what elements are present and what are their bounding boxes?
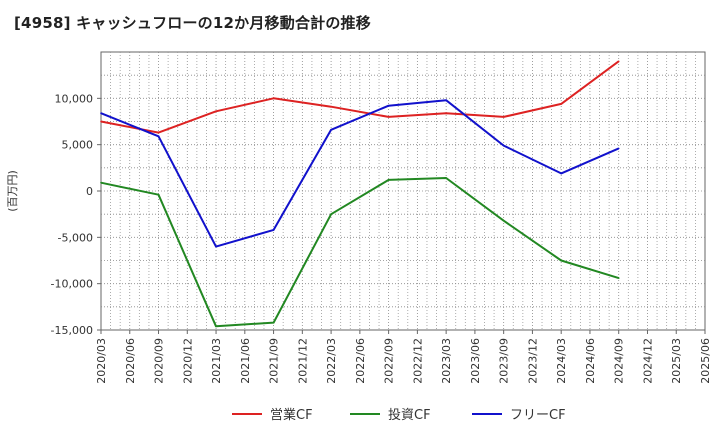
data-point: [617, 277, 620, 279]
x-tick-label: 2021/03: [210, 338, 223, 384]
legend-label-2: 投資CF: [388, 407, 431, 423]
y-tick-label: 10,000: [55, 92, 94, 105]
axes: 10,000 5,000 0 -5,000 -10,000 -15,000 (百万円) 202…: [6, 92, 712, 383]
data-point: [330, 213, 332, 215]
data-point: [272, 229, 275, 231]
legend: 営業CF 投資CF フリーCF: [232, 407, 566, 423]
legend-label-1: 営業CF: [270, 407, 313, 423]
y-tick-label: -10,000: [51, 278, 93, 291]
y-tick-label: -15,000: [51, 324, 93, 337]
x-tick-label: 2023/06: [469, 338, 482, 384]
data-point: [387, 116, 390, 118]
x-tick-label: 2023/09: [498, 338, 511, 384]
x-tick-label: 2024/12: [641, 338, 654, 384]
x-tick-label: 2022/03: [325, 338, 338, 384]
x-tick-label: 2023/12: [526, 338, 539, 384]
x-tick-label: 2024/06: [584, 338, 597, 384]
data-point: [215, 245, 217, 248]
x-tick-label: 2022/06: [354, 338, 367, 384]
y-axis-label: (百万円): [6, 170, 19, 212]
x-tick-label: 2020/06: [124, 338, 137, 384]
y-tick-label: 0: [86, 185, 93, 198]
data-point: [387, 179, 390, 181]
data-point: [157, 193, 160, 196]
x-tick-label: 2025/03: [670, 338, 683, 384]
data-point: [100, 120, 102, 123]
data-point: [560, 103, 562, 105]
data-point: [502, 219, 505, 222]
series-line-3: [100, 99, 620, 248]
data-point: [445, 177, 447, 179]
x-tick-label: 2021/09: [268, 338, 281, 384]
x-tick-label: 2022/12: [411, 338, 424, 384]
x-tick-label: 2020/12: [181, 338, 194, 384]
x-tick-label: 2024/03: [555, 338, 568, 384]
data-point: [445, 99, 447, 101]
x-tick-label: 2025/06: [699, 338, 712, 384]
x-tick-label: 2022/09: [383, 338, 396, 384]
series-line-2: [100, 177, 619, 328]
data-point: [272, 321, 275, 324]
data-point: [502, 116, 505, 118]
data-point: [272, 97, 275, 100]
x-tick-label: 2023/03: [440, 338, 453, 384]
x-tick-label: 2020/03: [95, 338, 108, 384]
grid: [100, 51, 706, 331]
data-point: [100, 181, 102, 184]
data-point: [157, 135, 160, 138]
data-point: [560, 259, 562, 262]
x-tick-label: 2024/09: [613, 338, 626, 384]
series: [100, 60, 620, 328]
data-point: [330, 105, 332, 108]
chart-title: [4958] キャッシュフローの12か月移動合計の推移: [14, 14, 371, 32]
data-point: [445, 112, 447, 114]
data-point: [215, 110, 217, 113]
series-line-1: [100, 60, 620, 134]
y-tick-label: 5,000: [62, 139, 94, 152]
legend-label-3: フリーCF: [510, 408, 566, 423]
data-point: [502, 144, 505, 147]
data-point: [330, 129, 332, 131]
data-point: [157, 131, 160, 134]
data-point: [617, 60, 620, 63]
y-tick-label: -5,000: [58, 231, 93, 244]
data-point: [560, 172, 562, 175]
x-tick-label: 2021/06: [239, 338, 252, 384]
data-point: [215, 325, 217, 328]
data-point: [617, 147, 620, 150]
data-point: [100, 112, 102, 114]
data-point: [387, 104, 390, 107]
x-tick-label: 2021/12: [296, 338, 309, 384]
x-tick-label: 2020/09: [153, 338, 166, 384]
